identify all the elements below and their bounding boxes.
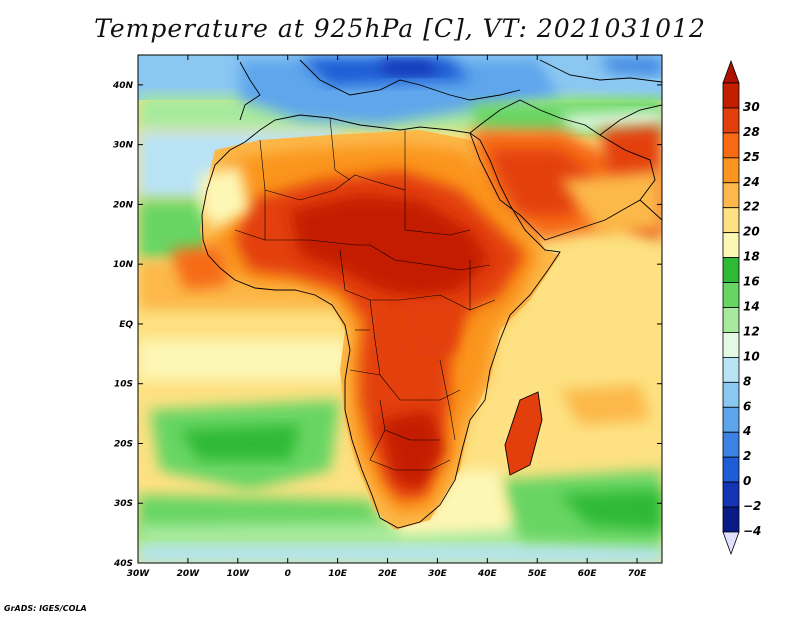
coastlines xyxy=(201,59,662,529)
colorbar-label: 18 xyxy=(743,250,760,264)
lon-label: 40E xyxy=(477,569,498,579)
lon-label: 60E xyxy=(578,569,598,579)
colorbar-swatch xyxy=(722,456,740,483)
colorbar-swatch xyxy=(722,232,740,259)
colorbar-label: −2 xyxy=(743,499,761,513)
colorbar-label: 28 xyxy=(743,125,760,139)
grads-credit: GrADS: IGES/COLA xyxy=(4,604,87,613)
colorbar-swatch xyxy=(722,82,740,109)
colorbar-swatch xyxy=(722,356,740,383)
lon-label: 20E xyxy=(378,569,398,579)
colorbar-swatch xyxy=(722,381,740,408)
lat-label: 10N xyxy=(113,260,134,270)
colorbar-swatch xyxy=(722,481,740,508)
lat-label: 30N xyxy=(113,141,134,151)
colorbar-swatch xyxy=(722,506,740,533)
plot-frame xyxy=(137,54,663,564)
lon-label: 20W xyxy=(177,569,201,579)
axis-ticks xyxy=(137,55,662,564)
lat-label: 10S xyxy=(114,380,133,390)
colorbar-label: 2 xyxy=(743,449,751,463)
colorbar-label: 4 xyxy=(742,424,751,438)
colorbar-label: −4 xyxy=(743,524,761,538)
colorbar-swatch xyxy=(722,257,740,283)
lon-label: 0 xyxy=(285,569,291,579)
colorbar-label: 14 xyxy=(743,300,760,314)
colorbar-swatch xyxy=(722,431,740,458)
colorbar-label: 20 xyxy=(743,225,760,239)
lon-label: 30E xyxy=(428,569,448,579)
colorbar-swatch xyxy=(722,157,740,184)
lon-label: 50E xyxy=(528,569,548,579)
colorbar-bottom-arrow xyxy=(722,531,740,556)
colorbar-label: 22 xyxy=(743,200,760,214)
colorbar-label: 24 xyxy=(743,175,760,189)
colorbar-label: 16 xyxy=(743,275,760,289)
lat-label: 40S xyxy=(113,559,133,569)
colorbar-swatch xyxy=(722,182,740,209)
colorbar-label: 10 xyxy=(743,349,760,363)
colorbar-swatch xyxy=(722,332,740,358)
colorbar-swatch xyxy=(722,282,740,308)
colorbar-swatch xyxy=(722,307,740,333)
lon-label: 10E xyxy=(328,569,348,579)
colorbar-swatch xyxy=(722,207,740,234)
colorbar-top-arrow xyxy=(722,59,740,84)
colorbar-swatch xyxy=(722,406,740,433)
lon-label: 10W xyxy=(227,569,251,579)
lat-label: 30S xyxy=(114,499,133,509)
colorbar-swatch xyxy=(722,132,740,159)
colorbar-label: 12 xyxy=(743,324,760,338)
lat-label: 20S xyxy=(114,439,133,449)
colorbar-swatch xyxy=(722,107,740,134)
lon-label: 30W xyxy=(127,569,151,579)
longitude-labels: 30W 20W 10W 0 10E 20E 30E 40E 50E 60E 70E xyxy=(127,569,647,579)
latitude-labels: 40N 30N 20N 10N EQ 10S 20S 30S 40S xyxy=(112,81,134,569)
colorbar-label: 6 xyxy=(743,399,751,413)
lat-label: 40N xyxy=(112,81,134,91)
colorbar-label: 25 xyxy=(743,150,760,164)
lon-label: 70E xyxy=(628,569,648,579)
colorbar-label: 30 xyxy=(743,100,760,114)
colorbar-label: 8 xyxy=(743,374,751,388)
map-title: Temperature at 925hPa [C], VT: 202103101… xyxy=(94,14,706,43)
temperature-field xyxy=(138,55,662,563)
country-borders xyxy=(234,117,496,471)
lat-label: 20N xyxy=(113,200,134,210)
colorbar-label: 0 xyxy=(743,474,751,488)
lat-label: EQ xyxy=(119,320,133,330)
